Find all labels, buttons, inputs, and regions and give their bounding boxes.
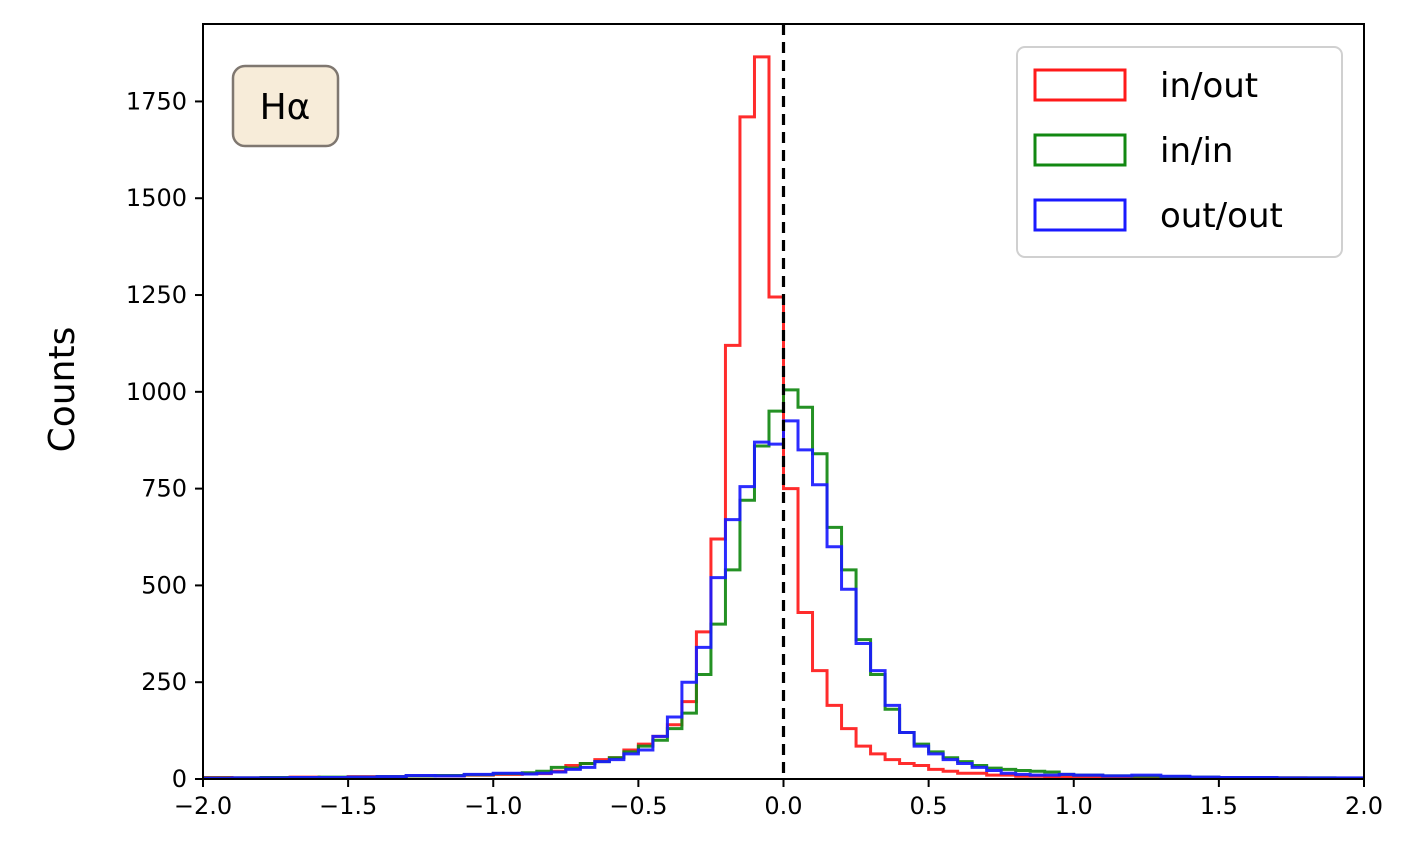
x-tick-label: 0.5 (910, 792, 948, 820)
y-tick-label: 1250 (126, 281, 187, 309)
annotation-background (231, 64, 340, 148)
y-tick-label: 750 (141, 475, 187, 503)
legend-swatch (1033, 198, 1127, 232)
legend-label: out/out (1160, 196, 1283, 236)
legend-swatch (1033, 68, 1127, 102)
y-axis-ticks: 0 250 500 750 1000 1250 1500 1750 (126, 87, 203, 793)
x-tick-label: 1.5 (1200, 792, 1238, 820)
x-tick-label: −1.5 (319, 792, 377, 820)
legend-label: in/out (1160, 66, 1258, 106)
annotation-box: Hα (231, 64, 340, 148)
y-tick-label: 250 (141, 668, 187, 696)
x-tick-label: −0.5 (609, 792, 667, 820)
y-tick-label: 0 (172, 765, 187, 793)
x-axis-ticks: −2.0 −1.5 −1.0 −0.5 0.0 0.5 1.0 1.5 2.0 (174, 779, 1383, 820)
y-tick-label: 1000 (126, 378, 187, 406)
x-tick-label: 1.0 (1055, 792, 1093, 820)
legend-label: in/in (1160, 131, 1233, 171)
y-tick-label: 500 (141, 571, 187, 599)
x-tick-label: −2.0 (174, 792, 232, 820)
legend-swatch (1033, 133, 1127, 167)
x-tick-label: 0.0 (764, 792, 802, 820)
x-tick-label: −1.0 (464, 792, 522, 820)
annotation-text: Hα (260, 87, 311, 128)
y-tick-label: 1750 (126, 87, 187, 115)
legend: in/out in/in out/out (1016, 46, 1343, 258)
y-tick-label: 1500 (126, 184, 187, 212)
x-tick-label: 2.0 (1345, 792, 1383, 820)
y-axis-label: Counts (42, 327, 83, 453)
